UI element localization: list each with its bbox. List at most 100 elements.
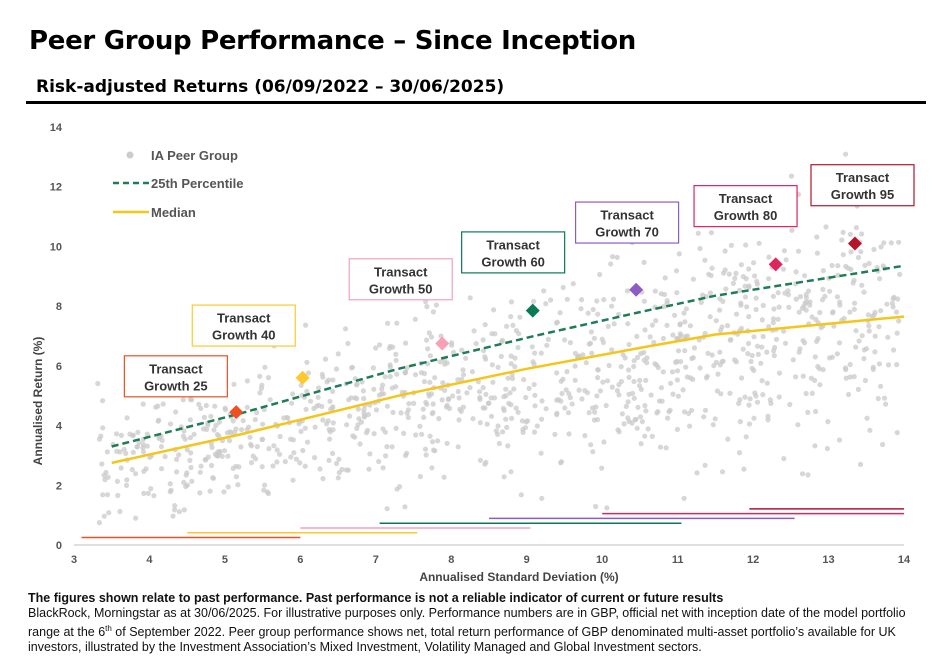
peer-dot: [676, 251, 682, 257]
x-tick-label: 7: [373, 554, 379, 566]
peer-dot: [103, 469, 109, 476]
peer-dot: [795, 422, 801, 428]
x-tick-label: 12: [747, 554, 759, 566]
peer-dot: [470, 416, 476, 422]
peer-dot: [825, 419, 831, 425]
peer-dot: [697, 365, 703, 371]
peer-dot: [631, 363, 637, 370]
peer-dot: [439, 397, 445, 403]
peer-dot: [559, 390, 565, 397]
peer-dot: [543, 406, 549, 412]
peer-dot: [455, 388, 461, 395]
peer-dot: [304, 388, 310, 394]
peer-dot: [856, 338, 862, 344]
peer-dot: [513, 328, 520, 334]
peer-dot: [129, 466, 135, 473]
peer-dot: [522, 425, 529, 431]
peer-dot: [373, 407, 380, 413]
peer-dot: [102, 476, 108, 483]
peer-dot: [420, 406, 426, 412]
peer-dot: [893, 309, 900, 315]
peer-dot: [437, 359, 443, 365]
peer-dot: [670, 332, 676, 338]
peer-dot: [530, 359, 536, 365]
peer-dot: [727, 390, 733, 396]
peer-dot: [847, 374, 853, 380]
peer-dot: [782, 340, 789, 346]
peer-dot: [539, 495, 545, 501]
peer-dot: [558, 459, 565, 465]
peer-dot: [333, 366, 340, 372]
axes: 3 4 5 6 7 8 9 10 11 12 13 14 0 2 4 6 8 10 12 14 Annualised S…: [31, 122, 911, 584]
peer-dot: [176, 452, 182, 458]
peer-dot: [327, 398, 333, 404]
peer-dot: [589, 350, 595, 356]
peer-dot: [371, 431, 377, 437]
peer-dot: [489, 331, 495, 337]
peer-dot: [742, 294, 749, 300]
peer-dot: [320, 374, 326, 380]
peer-dot: [390, 409, 396, 415]
peer-dot: [477, 389, 483, 395]
peer-dot: [564, 296, 570, 302]
peer-dot: [741, 466, 747, 472]
peer-dot: [759, 344, 765, 350]
peer-dot: [290, 437, 296, 443]
peer-dot: [406, 401, 412, 407]
peer-dot: [677, 321, 683, 327]
peer-dot: [759, 317, 765, 323]
peer-dot: [618, 364, 624, 370]
peer-dot: [583, 360, 589, 366]
peer-dot: [872, 309, 878, 315]
peer-dot: [224, 430, 230, 436]
peer-dot: [775, 290, 781, 296]
peer-dot: [701, 414, 707, 420]
peer-dot: [277, 433, 283, 440]
peer-dot: [216, 433, 222, 439]
peer-dot: [425, 346, 431, 352]
peer-dot: [840, 229, 846, 235]
peer-dot: [170, 513, 176, 519]
x-tick-label: 4: [146, 554, 153, 566]
peer-dot: [515, 344, 521, 351]
peer-dot: [436, 416, 442, 422]
peer-dot: [637, 377, 643, 383]
peer-dot: [181, 428, 187, 434]
peer-dot: [768, 400, 774, 406]
peer-dot: [667, 407, 673, 413]
peer-dot: [725, 436, 731, 442]
peer-dot: [196, 401, 202, 407]
peer-dot: [424, 304, 430, 310]
peer-dot: [683, 364, 689, 370]
peer-dot: [847, 361, 853, 368]
peer-dot: [782, 290, 788, 296]
peer-dot: [566, 431, 572, 437]
peer-dot: [386, 345, 392, 351]
title-divider: [26, 101, 926, 104]
peer-dot: [817, 382, 823, 388]
peer-dot: [240, 418, 246, 424]
peer-dot: [247, 434, 253, 440]
peer-dot: [881, 395, 888, 401]
peer-dot: [658, 385, 665, 391]
peer-dot: [586, 341, 592, 347]
peer-dot: [335, 475, 341, 481]
peer-dot: [820, 286, 826, 292]
peer-dot: [560, 376, 566, 382]
y-tick-label: 12: [50, 182, 62, 194]
peer-dot: [459, 376, 465, 382]
peer-dot: [413, 432, 419, 438]
peer-dot: [766, 324, 772, 330]
peer-dot: [482, 405, 488, 411]
peer-dot: [885, 334, 891, 340]
peer-dot: [624, 288, 631, 294]
peer-dot: [426, 391, 432, 397]
peer-dot: [570, 281, 576, 287]
peer-dot: [208, 413, 214, 419]
peer-dot: [411, 400, 417, 406]
peer-dot: [187, 435, 193, 441]
peer-dot: [742, 283, 748, 289]
peer-dot: [733, 311, 740, 317]
peer-dot: [197, 490, 203, 496]
peer-dot: [747, 396, 753, 402]
